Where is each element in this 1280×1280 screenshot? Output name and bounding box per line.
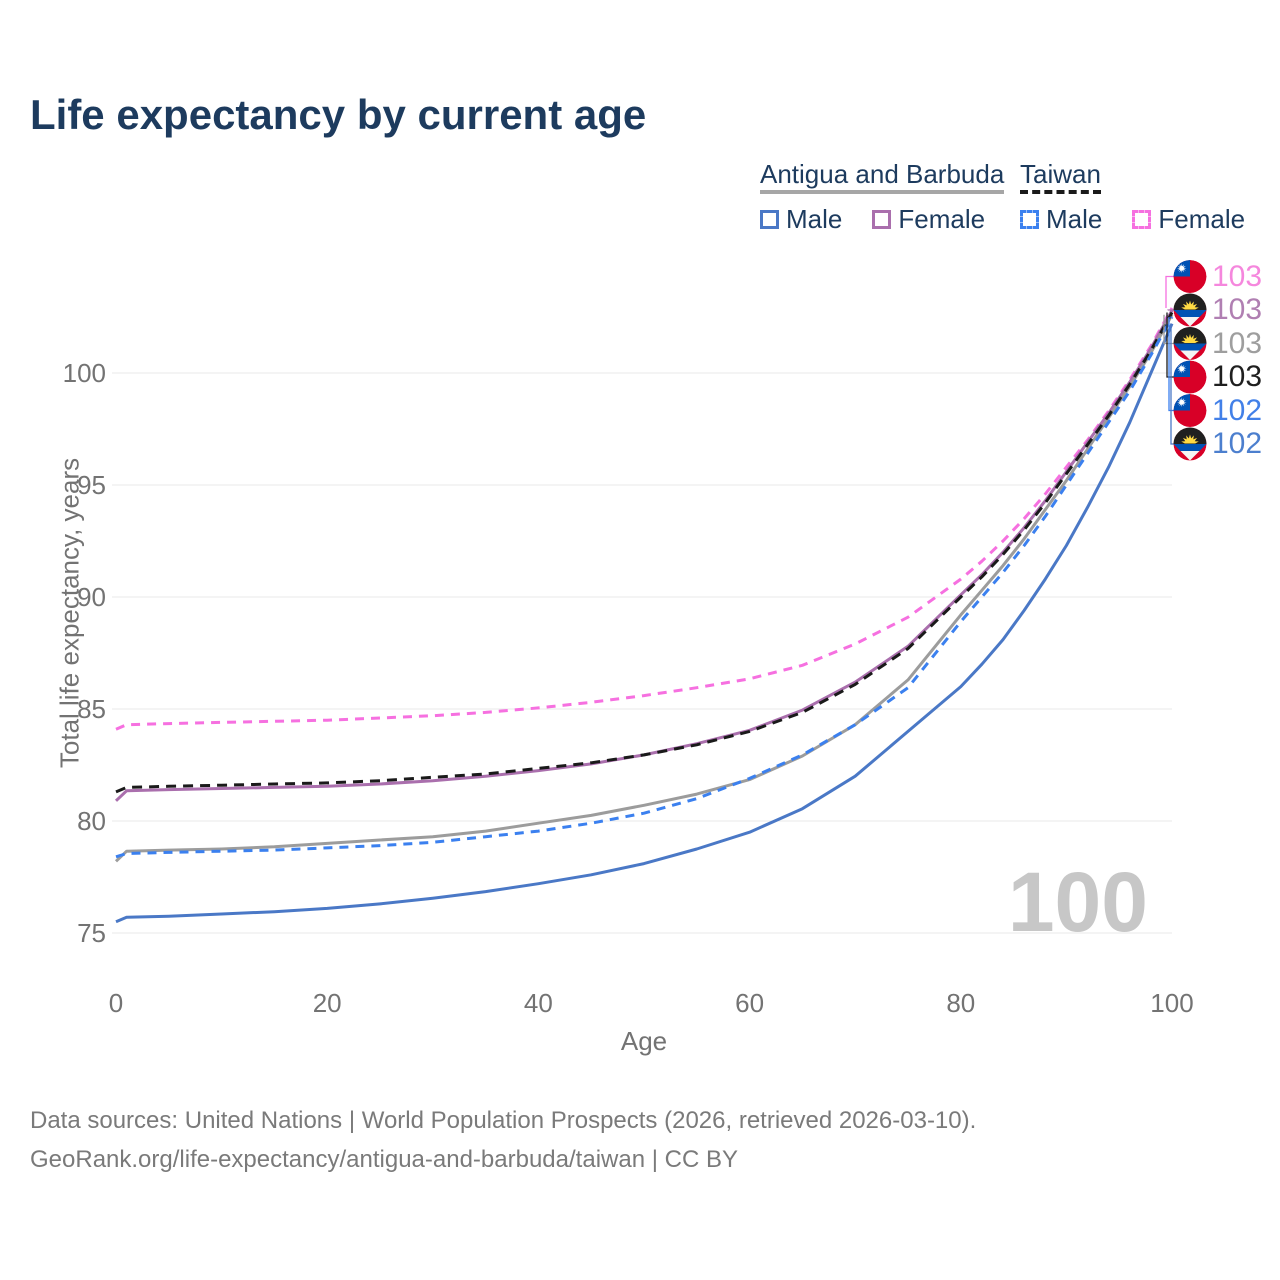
legend-country-antigua-and-barbuda[interactable]: Antigua and Barbuda [760, 160, 1005, 194]
taiwan-flag-icon [1173, 260, 1207, 293]
legend-item-antigua-and-barbuda-male[interactable]: Male [760, 204, 842, 235]
current-age-watermark: 100 [1007, 855, 1148, 949]
series-line-taiwan-male [115, 316, 1174, 859]
y-tick-label-80: 80 [77, 806, 106, 836]
y-tick-label-100: 100 [62, 358, 106, 388]
y-tick-label-75: 75 [77, 918, 106, 948]
solid-line-swatch-icon [760, 210, 779, 229]
x-tick-label-100: 100 [1150, 988, 1194, 1018]
legend-item-label: Male [786, 204, 843, 234]
x-tick-label-20: 20 [312, 988, 342, 1018]
footer-data-sources: Data sources: United Nations | World Pop… [30, 1107, 977, 1134]
legend-country-taiwan[interactable]: Taiwan [1020, 160, 1101, 194]
dashed-line-swatch-icon [1132, 210, 1152, 229]
x-tick-label-60: 60 [735, 988, 765, 1018]
end-connector-taiwan-total [1166, 312, 1174, 378]
page-title: Life expectancy by current age [30, 91, 647, 138]
y-tick-label-90: 90 [77, 582, 106, 612]
legend-item-label: Female [898, 204, 986, 234]
x-tick-label-80: 80 [946, 988, 976, 1018]
legend-item-label: Female [1158, 204, 1246, 234]
antigua-and-barbuda-flag-icon [1173, 327, 1207, 360]
series-line-antigua-and-barbuda-male [115, 323, 1174, 924]
series-end-label-taiwan-male: 102 [1212, 393, 1263, 427]
x-axis-title: Age [620, 1026, 668, 1056]
series-end-label-antigua-and-barbuda-female: 103 [1212, 293, 1263, 326]
y-tick-label-95: 95 [77, 470, 106, 500]
series-line-antigua-and-barbuda-total [114, 314, 1174, 863]
end-connector-taiwan-female [1165, 275, 1174, 308]
legend-group-taiwan: Taiwan Male Female [1020, 160, 1275, 235]
x-tick-label-40: 40 [523, 988, 553, 1018]
series-end-label-taiwan-female: 103 [1212, 259, 1263, 293]
legend-group-antigua-and-barbuda: Antigua and Barbuda Male Female [760, 160, 1015, 235]
legend-item-taiwan-female[interactable]: Female [1132, 204, 1245, 235]
end-connector-antigua-and-barbuda-male [1170, 323, 1174, 445]
legend-item-taiwan-male[interactable]: Male [1020, 204, 1102, 235]
legend-item-antigua-and-barbuda-female[interactable]: Female [872, 204, 985, 235]
series-end-label-antigua-and-barbuda-total: 103 [1212, 326, 1263, 360]
end-connector-taiwan-male [1168, 317, 1174, 412]
y-tick-label-85: 85 [77, 694, 106, 724]
legend-item-label: Male [1046, 204, 1103, 234]
antigua-and-barbuda-flag-icon [1173, 293, 1207, 327]
solid-line-swatch-icon [872, 210, 892, 229]
footer-source-link: GeoRank.org/life-expectancy/antigua-and-… [30, 1146, 738, 1173]
x-tick-label-0: 0 [108, 988, 124, 1018]
dashed-line-swatch-icon [1020, 210, 1039, 229]
series-end-label-taiwan-total: 103 [1212, 360, 1263, 393]
footer: Data sources: United Nations | World Pop… [30, 1106, 976, 1175]
antigua-and-barbuda-flag-icon [1173, 427, 1207, 461]
series-line-antigua-and-barbuda-female [114, 309, 1174, 802]
series-line-taiwan-female [115, 307, 1174, 731]
series-end-label-antigua-and-barbuda-male: 102 [1212, 427, 1263, 460]
legend-items-taiwan: Male Female [1020, 204, 1275, 235]
series-line-taiwan-total [115, 311, 1174, 794]
taiwan-flag-icon [1173, 394, 1207, 427]
taiwan-flag-icon [1173, 360, 1207, 394]
legend-items-antigua-and-barbuda: Male Female [760, 204, 1015, 235]
